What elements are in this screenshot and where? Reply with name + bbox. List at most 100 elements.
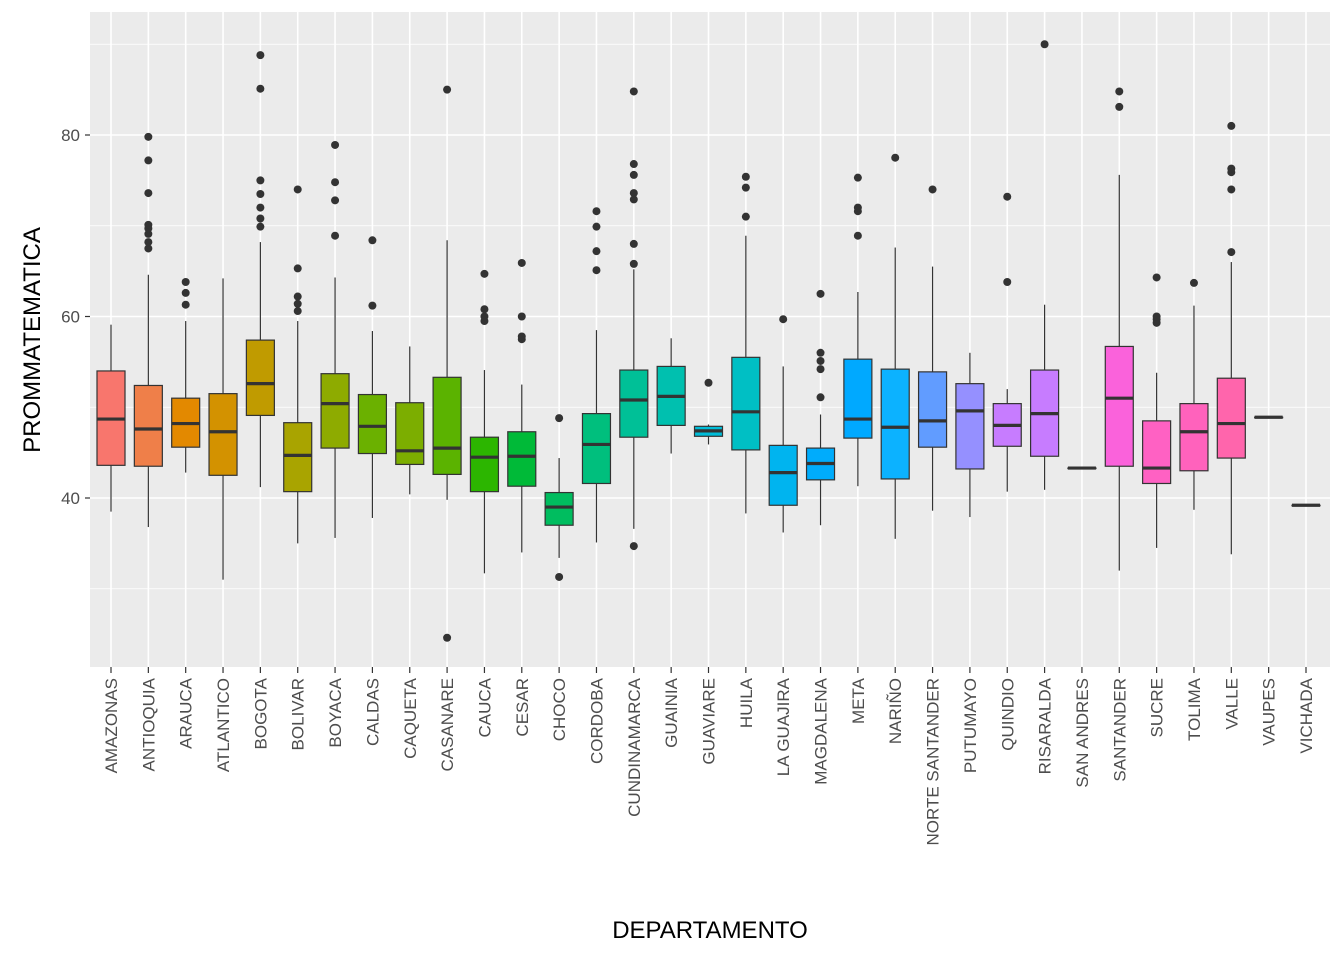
x-tick-label: META	[849, 677, 868, 724]
box-boyaca	[320, 140, 350, 538]
outlier-point	[293, 185, 302, 194]
outlier-point	[592, 207, 601, 216]
x-axis: AMAZONAS ANTIOQUIA ARAUCA ATLANTICO BOGOTA BO…	[102, 667, 1316, 846]
x-tick-label: ANTIOQUIA	[139, 677, 158, 771]
outlier-point	[144, 156, 153, 165]
x-tick-label: MAGDALENA	[812, 677, 831, 784]
x-tick-label: LA GUAJIRA	[774, 677, 793, 776]
outlier-point	[331, 140, 340, 149]
box-caldas	[357, 236, 388, 518]
box-nariño	[880, 153, 910, 539]
outlier-point	[779, 315, 788, 324]
x-tick-label: BOLIVAR	[289, 678, 308, 750]
box-iqr	[1104, 345, 1134, 467]
outlier-point	[293, 264, 302, 273]
outlier-point	[629, 160, 638, 169]
box-iqr	[1216, 377, 1246, 459]
outlier-point	[928, 185, 937, 194]
outlier-point	[1189, 278, 1198, 287]
outlier-point	[181, 288, 190, 297]
box-guainia	[656, 338, 686, 454]
outlier-point	[517, 332, 526, 341]
box-iqr	[245, 339, 275, 417]
x-tick-label: TOLIMA	[1185, 677, 1204, 741]
box-cauca	[469, 269, 500, 574]
outlier-point	[1227, 248, 1236, 257]
box-amazonas	[96, 324, 126, 512]
box-cundinamarca	[619, 87, 649, 551]
box-bolivar	[283, 185, 313, 544]
x-tick-label: QUINDIO	[998, 678, 1017, 751]
box-iqr	[880, 368, 910, 480]
box-iqr	[208, 393, 238, 476]
x-tick-label: PUTUMAYO	[961, 678, 980, 773]
outlier-point	[480, 305, 489, 314]
outlier-point	[517, 258, 526, 267]
outlier-point	[517, 312, 526, 321]
outlier-point	[256, 222, 265, 231]
box-caqueta	[395, 346, 425, 495]
outlier-point	[1152, 273, 1161, 282]
outlier-point	[629, 542, 638, 551]
outlier-point	[1227, 185, 1236, 194]
outlier-point	[1152, 312, 1161, 321]
box-iqr	[955, 383, 985, 470]
x-tick-label: NARIÑO	[886, 678, 905, 744]
box-meta	[843, 173, 873, 487]
box-arauca	[171, 278, 201, 473]
y-tick-label: 80	[61, 126, 80, 145]
box-santander	[1104, 87, 1134, 571]
outlier-point	[256, 84, 265, 93]
box-choco	[544, 414, 574, 581]
box-cesar	[507, 258, 537, 553]
x-axis-title: DEPARTAMENTO	[612, 917, 808, 944]
x-tick-label: SUCRE	[1148, 678, 1167, 738]
x-tick-label: CUNDINAMARCA	[625, 677, 644, 817]
box-vichada	[1291, 503, 1321, 507]
box-iqr	[731, 356, 761, 451]
box-casanare	[432, 85, 462, 642]
x-tick-label: GUAVIARE	[700, 678, 719, 765]
outlier-point	[629, 87, 638, 96]
outlier-point	[592, 266, 601, 275]
outlier-point	[1115, 87, 1124, 96]
outlier-point	[629, 195, 638, 204]
outlier-point	[181, 278, 190, 287]
x-tick-label: CESAR	[513, 678, 532, 737]
outlier-point	[480, 269, 489, 278]
box-iqr	[133, 384, 163, 467]
outlier-point	[293, 299, 302, 308]
box-cordoba	[581, 207, 612, 543]
outlier-point	[256, 176, 265, 185]
x-tick-label: HUILA	[737, 677, 756, 728]
box-iqr	[1179, 403, 1209, 472]
x-tick-label: SAN ANDRES	[1073, 678, 1092, 788]
plot-panel	[90, 12, 1330, 667]
outlier-point	[293, 292, 302, 301]
box-atlantico	[208, 278, 238, 580]
x-tick-label: BOGOTA	[251, 677, 270, 749]
outlier-point	[555, 572, 564, 581]
box-putumayo	[955, 352, 985, 518]
outlier-point	[443, 633, 452, 642]
x-tick-label: ARAUCA	[177, 677, 196, 749]
outlier-point	[816, 348, 825, 357]
box-iqr	[357, 393, 388, 455]
box-iqr	[507, 431, 537, 487]
box-vaupes	[1254, 415, 1284, 419]
outlier-point	[592, 247, 601, 256]
box-valle	[1216, 121, 1246, 555]
x-tick-label: CAQUETA	[401, 677, 420, 759]
x-tick-label: BOYACA	[326, 677, 345, 747]
box-guaviare	[693, 378, 724, 445]
box-bogota	[245, 51, 275, 488]
outlier-point	[331, 196, 340, 205]
x-tick-label: RISARALDA	[1036, 677, 1055, 774]
box-tolima	[1179, 278, 1209, 510]
outlier-point	[853, 231, 862, 240]
x-tick-label: VAUPES	[1260, 678, 1279, 746]
box-antioquia	[133, 132, 163, 528]
box-iqr	[320, 373, 350, 449]
x-tick-label: VICHADA	[1297, 677, 1316, 753]
